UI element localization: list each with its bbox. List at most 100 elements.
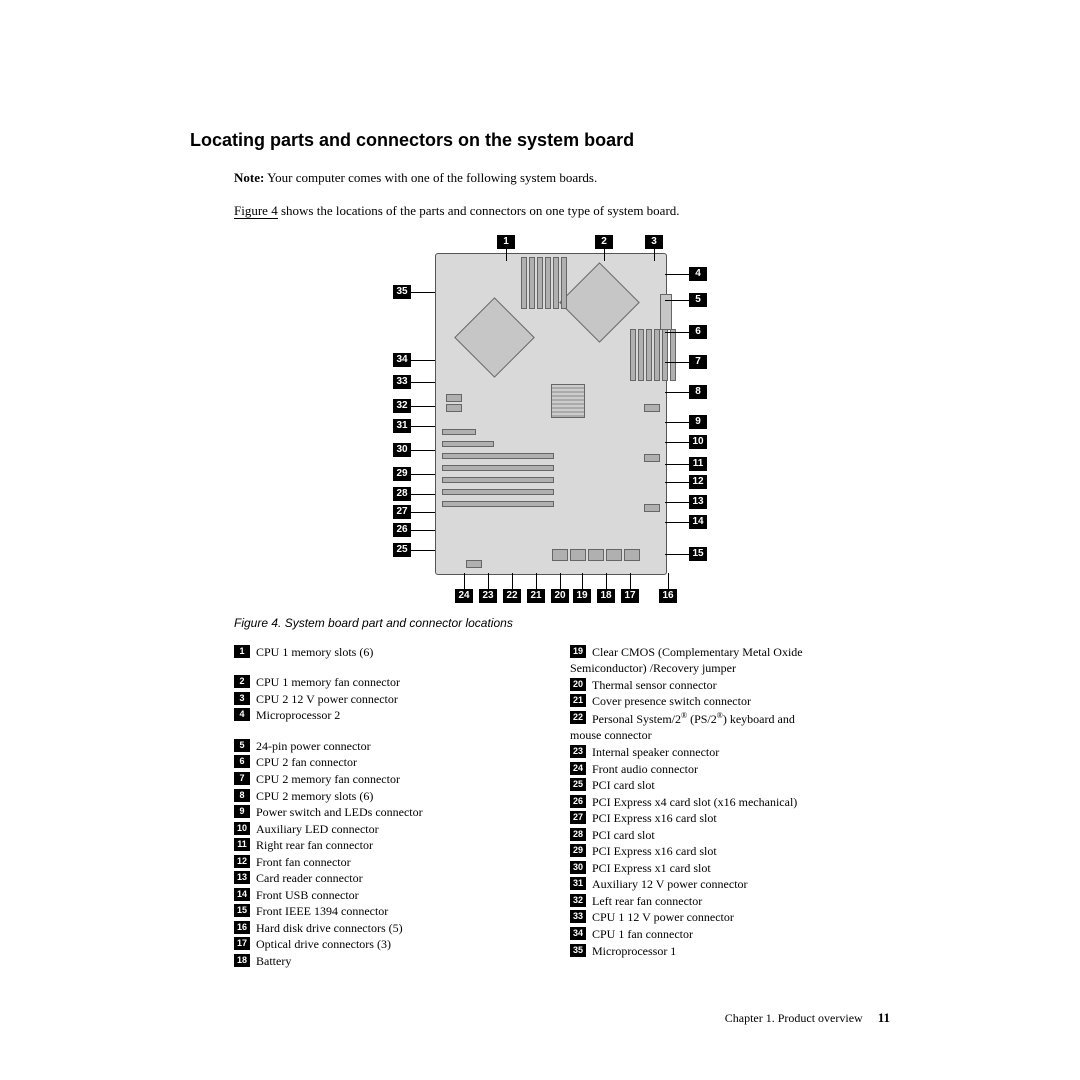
legend-number: 21	[570, 694, 586, 707]
legend-number: 3	[234, 692, 250, 705]
legend-row: 26PCI Express x4 card slot (x16 mechanic…	[570, 794, 890, 811]
legend-number: 20	[570, 678, 586, 691]
callout-18: 18	[597, 589, 615, 603]
callout-24: 24	[455, 589, 473, 603]
callout-3: 3	[645, 235, 663, 249]
legend-row: 24Front audio connector	[570, 761, 890, 778]
legend-text: CPU 2 memory fan connector	[256, 771, 554, 788]
small-connector	[644, 454, 660, 462]
legend-number: 28	[570, 828, 586, 841]
legend-row: 19 Clear CMOS (Complementary Metal OxideS…	[570, 644, 890, 677]
memory-slots-2	[630, 329, 676, 381]
legend-row: 32Left rear fan connector	[570, 893, 890, 910]
legend-text: PCI card slot	[592, 777, 890, 794]
small-connector	[446, 404, 462, 412]
callout-21: 21	[527, 589, 545, 603]
callout-11: 11	[689, 457, 707, 471]
callout-4: 4	[689, 267, 707, 281]
callout-6: 6	[689, 325, 707, 339]
intro-text: shows the locations of the parts and con…	[278, 203, 680, 218]
legend-table: 1CPU 1 memory slots (6) 2CPU 1 memory fan…	[234, 644, 890, 970]
legend-text: Personal System/2® (PS/2®) keyboard andm…	[592, 710, 890, 744]
figure-caption: Figure 4. System board part and connecto…	[234, 616, 890, 630]
legend-row: 2CPU 1 memory fan connector	[234, 674, 554, 691]
callout-10: 10	[689, 435, 707, 449]
legend-number: 16	[234, 921, 250, 934]
callout-16: 16	[659, 589, 677, 603]
legend-text: Power switch and LEDs connector	[256, 804, 554, 821]
legend-right-column: 19 Clear CMOS (Complementary Metal OxideS…	[570, 644, 890, 970]
footer-page-number: 11	[878, 1010, 890, 1025]
section-heading: Locating parts and connectors on the sys…	[190, 130, 890, 151]
legend-row: 28PCI card slot	[570, 827, 890, 844]
legend-number: 12	[234, 855, 250, 868]
small-connector	[466, 560, 482, 568]
note-text: Your computer comes with one of the foll…	[264, 170, 597, 185]
figure-reference-link[interactable]: Figure 4	[234, 203, 278, 219]
legend-text: Cover presence switch connector	[592, 693, 890, 710]
callout-35: 35	[393, 285, 411, 299]
small-connector	[446, 394, 462, 402]
legend-number: 31	[570, 877, 586, 890]
system-board-diagram: 1234567891011121314152423222120191817163…	[355, 235, 725, 605]
legend-row: 1CPU 1 memory slots (6)	[234, 644, 554, 661]
legend-text: Microprocessor 2	[256, 707, 554, 724]
legend-row: 27 PCI Express x16 card slot	[570, 810, 890, 827]
callout-28: 28	[393, 487, 411, 501]
legend-row: 6 CPU 2 fan connector	[234, 754, 554, 771]
legend-row: 7CPU 2 memory fan connector	[234, 771, 554, 788]
heatsink	[551, 384, 585, 418]
callout-12: 12	[689, 475, 707, 489]
cpu2-chip	[559, 262, 640, 343]
callout-9: 9	[689, 415, 707, 429]
callout-25: 25	[393, 543, 411, 557]
callout-13: 13	[689, 495, 707, 509]
legend-row: 10Auxiliary LED connector	[234, 821, 554, 838]
legend-text: Auxiliary LED connector	[256, 821, 554, 838]
legend-text: PCI Express x16 card slot	[592, 810, 890, 827]
legend-text: Clear CMOS (Complementary Metal OxideSem…	[592, 644, 890, 677]
legend-row: 30PCI Express x1 card slot	[570, 860, 890, 877]
legend-text: CPU 1 fan connector	[592, 926, 890, 943]
callout-30: 30	[393, 443, 411, 457]
legend-left-column: 1CPU 1 memory slots (6) 2CPU 1 memory fan…	[234, 644, 554, 970]
callout-15: 15	[689, 547, 707, 561]
legend-number: 32	[570, 894, 586, 907]
memory-slots-1	[521, 257, 567, 309]
callout-2: 2	[595, 235, 613, 249]
legend-row: 13Card reader connector	[234, 870, 554, 887]
callout-31: 31	[393, 419, 411, 433]
legend-row: 25PCI card slot	[570, 777, 890, 794]
legend-row: 18Battery	[234, 953, 554, 970]
legend-row: 17Optical drive connectors (3)	[234, 936, 554, 953]
legend-row: 21 Cover presence switch connector	[570, 693, 890, 710]
legend-text: Thermal sensor connector	[592, 677, 890, 694]
legend-row: 3 CPU 2 12 V power connector	[234, 691, 554, 708]
callout-19: 19	[573, 589, 591, 603]
legend-text: CPU 2 fan connector	[256, 754, 554, 771]
callout-5: 5	[689, 293, 707, 307]
legend-number: 17	[234, 937, 250, 950]
note-label: Note:	[234, 170, 264, 185]
legend-text: CPU 2 memory slots (6)	[256, 788, 554, 805]
legend-number: 9	[234, 805, 250, 818]
legend-text: Front audio connector	[592, 761, 890, 778]
legend-number: 6	[234, 755, 250, 768]
legend-text: Front IEEE 1394 connector	[256, 903, 554, 920]
legend-number: 33	[570, 910, 586, 923]
footer-chapter: Chapter 1. Product overview	[725, 1011, 863, 1025]
callout-20: 20	[551, 589, 569, 603]
legend-number: 29	[570, 844, 586, 857]
legend-text: PCI Express x16 card slot	[592, 843, 890, 860]
legend-row: 11Right rear fan connector	[234, 837, 554, 854]
callout-34: 34	[393, 353, 411, 367]
callout-27: 27	[393, 505, 411, 519]
legend-number: 14	[234, 888, 250, 901]
legend-row: 22Personal System/2® (PS/2®) keyboard an…	[570, 710, 890, 744]
callout-29: 29	[393, 467, 411, 481]
legend-number: 27	[570, 811, 586, 824]
callout-33: 33	[393, 375, 411, 389]
legend-row: 31Auxiliary 12 V power connector	[570, 876, 890, 893]
legend-number: 19	[570, 645, 586, 658]
legend-text: CPU 2 12 V power connector	[256, 691, 554, 708]
